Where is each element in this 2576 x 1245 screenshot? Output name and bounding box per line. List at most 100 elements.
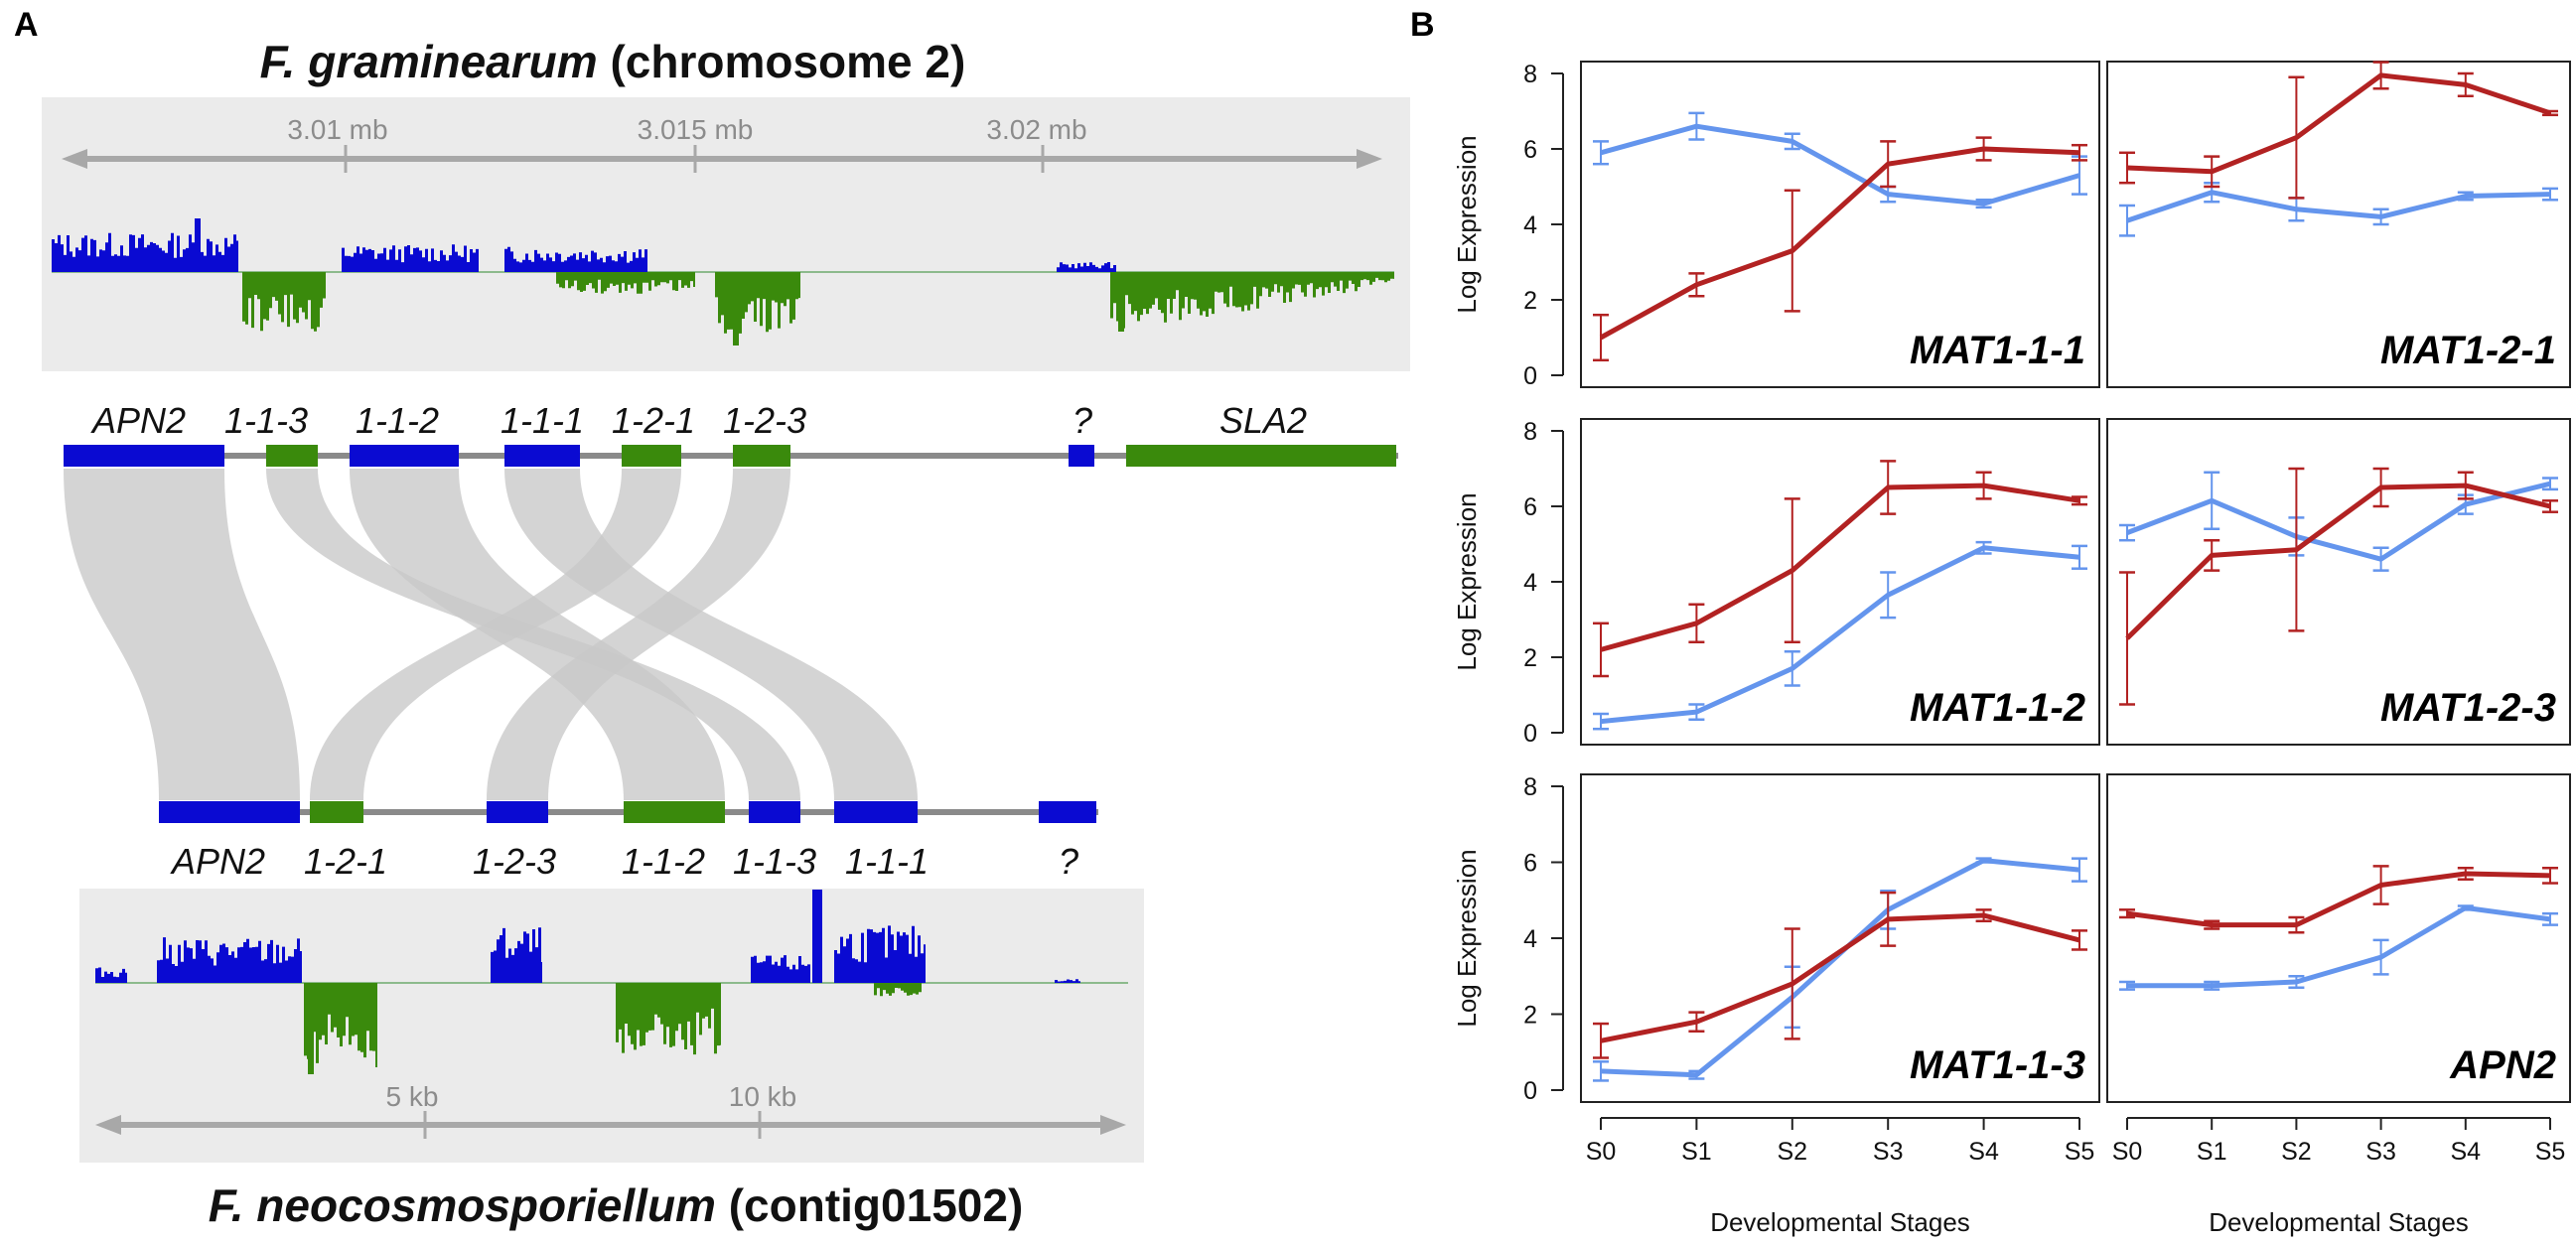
y-tick-label: 8 — [1523, 418, 1537, 446]
chart-frame — [1580, 773, 2100, 1103]
chart-gene-title: MAT1-1-1 — [1910, 329, 2085, 372]
red-error-bar — [1975, 908, 1992, 923]
red-error-bar — [2288, 915, 2305, 934]
bottom-gene-block — [310, 801, 363, 823]
red-error-bar — [2072, 495, 2087, 506]
chart-gene-title: MAT1-2-1 — [2380, 329, 2556, 372]
red-error-bar — [2204, 538, 2220, 572]
x-tick-label: S2 — [1778, 1138, 1808, 1166]
bottom-track-panel — [79, 889, 1144, 1163]
blue-error-bar — [1880, 571, 1897, 620]
coverage-peak-minus — [304, 983, 377, 1067]
red-error-bar — [2204, 919, 2220, 930]
blue-error-bar — [2119, 204, 2135, 237]
chart-frame — [2106, 418, 2571, 746]
bottom-gene-label: APN2 — [170, 841, 265, 882]
panel-a: A F. graminearum (chromosome 2) 3.01 mb … — [14, 6, 1410, 1231]
top-gene-label: 1-1-1 — [501, 400, 584, 441]
chart-panel: MAT1-2-1 — [2106, 61, 2571, 388]
blue-error-bar — [1975, 540, 1992, 555]
bottom-scale-tick-label: 10 kb — [729, 1081, 797, 1112]
top-gene-block — [1069, 445, 1094, 467]
coverage-spike — [733, 272, 739, 346]
y-tick-label: 8 — [1523, 773, 1537, 801]
y-axis-label: Log Expression — [1452, 849, 1482, 1027]
y-tick-label: 6 — [1523, 850, 1537, 878]
blue-error-bar — [2119, 523, 2135, 542]
coverage-peak-plus — [1057, 262, 1116, 272]
red-error-bar — [2072, 143, 2087, 162]
y-tick-label: 4 — [1523, 569, 1537, 597]
top-gene-label: 1-2-3 — [723, 400, 806, 441]
y-tick-label: 4 — [1523, 925, 1537, 953]
red-series-line — [1599, 146, 2080, 341]
y-tick-label: 6 — [1523, 136, 1537, 164]
blue-series-line — [1600, 545, 2080, 725]
top-scale-bar: 3.01 mb 3.015 mb 3.02 mb — [62, 114, 1382, 173]
x-tick-label: S5 — [2065, 1138, 2095, 1166]
bottom-gene-label: 1-1-1 — [845, 841, 929, 882]
bottom-coverage-track — [95, 890, 1128, 1074]
red-series-line — [2126, 72, 2551, 175]
panel-a-letter: A — [14, 6, 39, 44]
chart-gene-title: APN2 — [2449, 1043, 2556, 1087]
top-scale-tick-label: 3.02 mb — [986, 114, 1086, 145]
red-error-bar — [1784, 927, 1800, 1040]
bottom-gene-block — [159, 801, 300, 823]
red-series-line — [1600, 483, 2080, 652]
x-axis-label: Developmental Stages — [1710, 1207, 1970, 1237]
red-error-bar — [2119, 571, 2135, 706]
synteny-ribbon — [350, 469, 725, 800]
y-axis-label: Log Expression — [1452, 492, 1482, 670]
red-error-bar — [2457, 866, 2474, 881]
expression-charts: 0 2 4 6 8 Log Expression MAT1-1-1 MAT1-2-1 0 2 4 6 8… — [1452, 61, 2571, 1237]
red-error-bar — [2288, 75, 2305, 200]
red-error-bar — [1688, 1011, 1705, 1033]
top-species-name: F. graminearum — [260, 36, 598, 87]
bottom-gene-block — [624, 801, 725, 823]
blue-error-bar — [1784, 132, 1800, 151]
red-error-bar — [2372, 61, 2389, 90]
synteny-ribbon — [64, 469, 300, 800]
y-tick-label: 4 — [1523, 211, 1537, 239]
blue-series-line — [2126, 481, 2551, 562]
chart-panel: 0 2 4 6 8 Log Expression MAT1-1-2 — [1452, 418, 2100, 748]
bottom-scale-tick-label: 5 kb — [386, 1081, 439, 1112]
blue-error-bar — [2542, 187, 2558, 202]
red-error-bar — [1975, 471, 1992, 500]
blue-error-bar — [2072, 544, 2087, 570]
chart-gene-title: MAT1-2-3 — [2380, 686, 2556, 730]
synteny-ribbon — [487, 469, 790, 800]
x-tick-label: S2 — [2281, 1138, 2312, 1166]
x-tick-label: S5 — [2535, 1138, 2566, 1166]
top-scale-tick-label: 3.015 mb — [638, 114, 754, 145]
top-gene-label: ? — [1073, 400, 1092, 441]
red-error-bar — [2542, 109, 2558, 117]
coverage-peak-plus — [52, 232, 238, 272]
coverage-peak-plus — [157, 937, 302, 983]
top-gene-label: 1-2-1 — [612, 400, 695, 441]
bottom-gene-block — [749, 801, 800, 823]
coverage-peak-minus — [556, 272, 695, 294]
chart-panel: 0 2 4 6 8 Log Expression MAT1-1-3 — [1452, 773, 2100, 1105]
bottom-scale-bar: 5 kb 10 kb — [95, 1081, 1126, 1139]
top-gene-block — [1126, 445, 1396, 467]
y-tick-label: 2 — [1523, 287, 1537, 315]
chart-gene-title: MAT1-1-2 — [1910, 686, 2085, 730]
blue-error-bar — [1688, 1069, 1705, 1080]
chart-frame — [1580, 61, 2100, 388]
synteny-links — [64, 469, 918, 800]
bottom-species-name: F. neocosmosporiellum — [209, 1179, 716, 1231]
blue-error-bar — [2072, 857, 2087, 883]
x-axis: S0 S1 S2 S3 S4 S5 Developmental Stages — [2112, 1117, 2566, 1237]
chart-panel: MAT1-2-3 — [2106, 418, 2571, 746]
blue-error-bar — [2372, 208, 2389, 226]
y-tick-label: 0 — [1523, 1077, 1537, 1105]
x-tick-label: S4 — [1968, 1138, 1999, 1166]
blue-error-bar — [1688, 111, 1705, 141]
panel-b: B 0 2 4 6 8 Log Expression MAT1-1-1 MAT1-2-1 0 2 4… — [1410, 6, 2571, 1237]
blue-error-bar — [2542, 911, 2558, 926]
red-error-bar — [2288, 467, 2305, 632]
bottom-genome-title: F. neocosmosporiellum (contig01502) — [209, 1179, 1024, 1231]
